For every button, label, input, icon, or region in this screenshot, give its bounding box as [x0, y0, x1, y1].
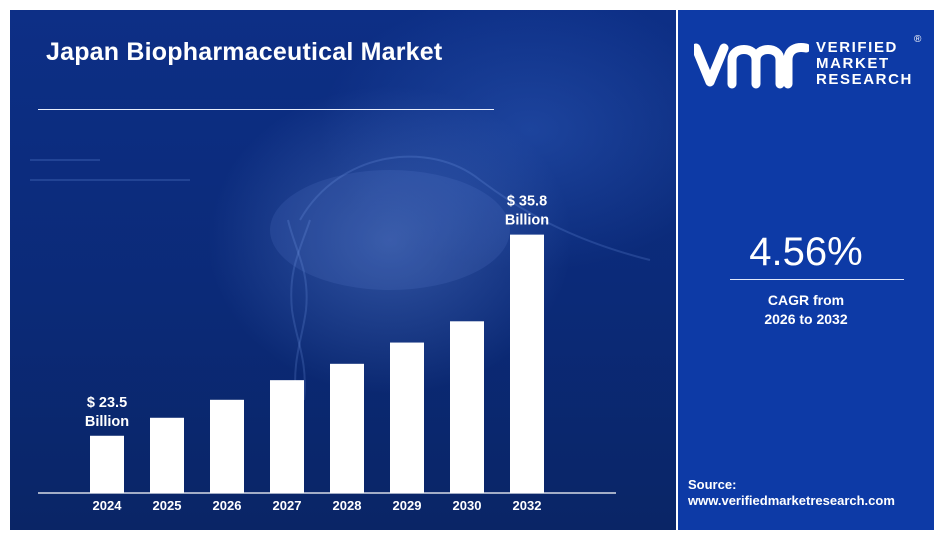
brand-name-line-1: VERIFIED: [816, 39, 898, 56]
source-url[interactable]: www.verifiedmarketresearch.com: [688, 493, 895, 508]
x-tick-label: 2028: [333, 498, 362, 513]
brand-logo: VERIFIED MARKET RESEARCH ®: [694, 34, 924, 98]
data-label-unit: Billion: [85, 414, 129, 430]
cagr-label-line-2: 2026 to 2032: [764, 311, 848, 327]
brand-name-line-3: RESEARCH: [816, 71, 913, 88]
data-label-unit: Billion: [505, 213, 549, 229]
data-label-value: $ 23.5: [87, 395, 127, 411]
x-tick-label: 2030: [453, 498, 482, 513]
summary-panel: VERIFIED MARKET RESEARCH ® 4.56% CAGR fr…: [678, 10, 934, 530]
x-tick-label: 2029: [393, 498, 422, 513]
bar-chart: 2024 2025 2026 2027 2028 2029 2030 2032 $ 23.5 Bi…: [30, 155, 651, 513]
data-label-value: $ 35.8: [507, 194, 547, 210]
page-title: Japan Biopharmaceutical Market: [46, 38, 443, 66]
cagr-label: CAGR from 2026 to 2032: [678, 291, 934, 329]
chart-panel: 2024 2025 2026 2027 2028 2029 2030 2032 $ 23.5 Bi…: [10, 10, 676, 530]
bar-2027: [270, 380, 304, 493]
background-illustration: [30, 155, 651, 401]
x-tick-label: 2027: [273, 498, 302, 513]
vmr-logo-icon: [694, 43, 809, 89]
x-tick-label: 2024: [93, 498, 123, 513]
bar-2028: [330, 363, 364, 493]
cagr-label-line-1: CAGR from: [767, 292, 845, 308]
x-tick-label: 2026: [213, 498, 242, 513]
registered-mark: ®: [914, 34, 922, 45]
x-tick-label: 2032: [513, 498, 542, 513]
bar-2024: [90, 435, 124, 493]
brand-name-line-2: MARKET: [816, 55, 890, 72]
bar-2030: [450, 321, 484, 493]
cagr-value: 4.56%: [749, 230, 863, 274]
bar-2026: [210, 399, 244, 493]
bar-2025: [150, 417, 184, 493]
title-divider: [38, 109, 494, 110]
x-tick-label: 2025: [153, 498, 182, 513]
bar-2029: [390, 342, 424, 493]
bar-2032: [510, 234, 544, 493]
source-label: Source:: [688, 477, 737, 492]
cagr-divider: [730, 279, 904, 280]
